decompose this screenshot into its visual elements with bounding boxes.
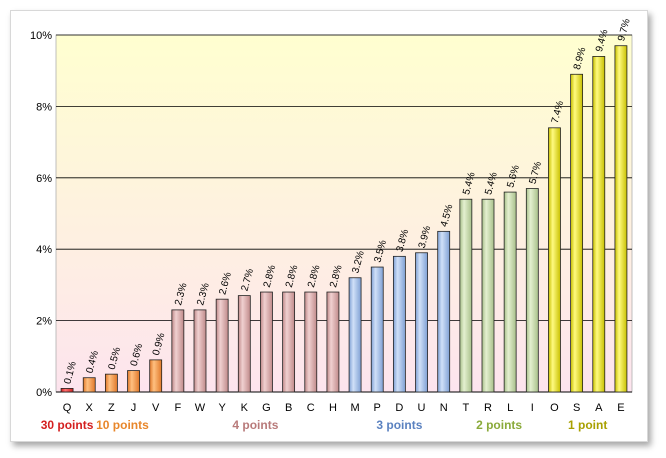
x-tick-label: I (531, 402, 534, 414)
x-tick-label: L (507, 402, 513, 414)
bar-Y (215, 298, 229, 393)
x-tick-label: C (307, 402, 315, 414)
bar-J (127, 370, 140, 393)
bar-N (437, 230, 451, 393)
x-tick-label: Z (108, 402, 115, 414)
bar-B (282, 291, 296, 393)
bar-Q (60, 388, 74, 393)
bar-D (392, 255, 406, 393)
y-tick-label: 10% (30, 30, 52, 42)
chart-frame: 0% 2% 4% 6% 8% 10% 0.1% 0.4% 0.5% 0.6% 0.9% 2.3% 2.… (10, 10, 648, 442)
x-tick-label: X (86, 402, 94, 414)
x-tick-label: K (241, 402, 249, 414)
bar-R (481, 198, 495, 393)
bar-C (304, 291, 318, 393)
x-tick-label: R (484, 402, 492, 414)
x-tick-label: U (418, 402, 426, 414)
legend-item: 1 point (568, 418, 607, 432)
legend-item: 30 points (41, 418, 94, 432)
y-tick-label: 6% (36, 173, 52, 185)
x-tick-label: O (550, 402, 559, 414)
bar-M (348, 277, 362, 393)
legend-item: 2 points (476, 418, 522, 432)
x-tick-label: B (285, 402, 292, 414)
x-tick-label: H (329, 402, 337, 414)
x-tick-label: S (573, 402, 580, 414)
bar-T (459, 198, 473, 393)
x-tick-label: W (195, 402, 206, 414)
legend-item: 3 points (376, 418, 422, 432)
y-tick-label: 2% (36, 316, 52, 328)
x-tick-label: M (350, 402, 359, 414)
x-tick-label: N (440, 402, 448, 414)
bar-P (370, 266, 384, 393)
bar-W (193, 309, 207, 393)
bar-X (82, 377, 96, 393)
x-tick-label: T (462, 402, 469, 414)
bar-H (326, 291, 340, 393)
x-tick-label: Y (218, 402, 226, 414)
bar-O (548, 127, 561, 393)
bar-K (237, 295, 251, 393)
y-tick-label: 4% (36, 244, 52, 256)
bar-L (503, 191, 517, 393)
bar-U (415, 252, 428, 393)
y-axis-ticks: 0% 2% 4% 6% 8% 10% (30, 30, 52, 399)
x-tick-label: G (262, 402, 271, 414)
x-tick-label: P (374, 402, 381, 414)
x-tick-label: J (131, 402, 137, 414)
bar-V (149, 359, 163, 393)
x-tick-label: D (395, 402, 403, 414)
y-tick-label: 0% (36, 387, 52, 399)
bars (60, 45, 628, 393)
x-tick-label: A (595, 402, 603, 414)
plot-area (55, 34, 633, 393)
x-tick-label: Q (63, 402, 72, 414)
bar-S (570, 73, 584, 393)
y-tick-label: 8% (36, 101, 52, 113)
x-tick-label: F (174, 402, 181, 414)
x-tick-label: E (617, 402, 624, 414)
bar-F (171, 309, 185, 393)
legend-item: 10 points (96, 418, 149, 432)
bar-E (614, 45, 628, 393)
legend-item: 4 points (232, 418, 278, 432)
bar-A (592, 56, 606, 393)
x-tick-label: V (152, 402, 160, 414)
bar-Z (104, 373, 118, 393)
letter-frequency-chart: 0%2%4%6%8%10% 0.1% 0.4% 0.5% 0.6% 0.9%2.3% 2.… (30, 18, 633, 432)
legend: 30 points 10 points 4 points 3 points 2 poin… (41, 418, 608, 432)
bar-I (525, 188, 539, 393)
bar-G (260, 291, 273, 393)
